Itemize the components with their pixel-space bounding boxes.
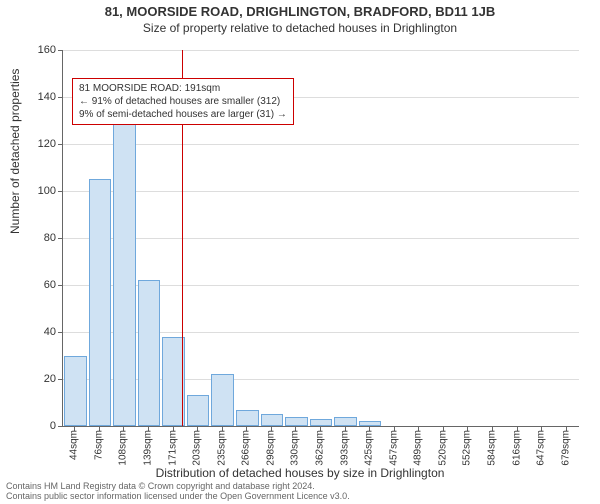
histogram-bar — [211, 374, 234, 426]
ytick-mark — [58, 191, 63, 192]
xtick-label: 679sqm — [560, 430, 571, 466]
xtick-label: 76sqm — [93, 430, 104, 460]
ytick-mark — [58, 144, 63, 145]
xtick-label: 457sqm — [388, 430, 399, 466]
ytick-label: 20 — [28, 373, 56, 385]
xtick-label: 362sqm — [315, 430, 326, 466]
histogram-bar — [310, 419, 333, 426]
xtick-label: 425sqm — [364, 430, 375, 466]
xtick-label: 552sqm — [462, 430, 473, 466]
ytick-label: 0 — [28, 420, 56, 432]
footer-line-2: Contains public sector information licen… — [6, 492, 350, 502]
xtick-label: 393sqm — [339, 430, 350, 466]
gridline — [63, 238, 579, 239]
histogram-bar — [64, 356, 87, 427]
xtick-label: 520sqm — [437, 430, 448, 466]
histogram-bar — [285, 417, 308, 426]
xtick-label: 108sqm — [118, 430, 129, 466]
page-title: 81, MOORSIDE ROAD, DRIGHLINGTON, BRADFOR… — [0, 4, 600, 19]
xtick-label: 298sqm — [265, 430, 276, 466]
histogram-bar — [113, 118, 136, 426]
xtick-label: 235sqm — [216, 430, 227, 466]
xtick-label: 489sqm — [413, 430, 424, 466]
gridline — [63, 191, 579, 192]
histogram-chart: 02040608010012014016044sqm76sqm108sqm139… — [62, 50, 578, 426]
ytick-label: 40 — [28, 326, 56, 338]
ytick-label: 120 — [28, 138, 56, 150]
annotation-line: 81 MOORSIDE ROAD: 191sqm — [79, 82, 287, 95]
page-subtitle: Size of property relative to detached ho… — [0, 21, 600, 35]
ytick-label: 100 — [28, 185, 56, 197]
y-axis-label: Number of detached properties — [8, 69, 22, 234]
xtick-label: 330sqm — [290, 430, 301, 466]
ytick-label: 60 — [28, 279, 56, 291]
ytick-mark — [58, 332, 63, 333]
histogram-bar — [138, 280, 161, 426]
ytick-label: 80 — [28, 232, 56, 244]
gridline — [63, 144, 579, 145]
ytick-mark — [58, 238, 63, 239]
footer-attribution: Contains HM Land Registry data © Crown c… — [6, 482, 350, 502]
histogram-bar — [334, 417, 357, 426]
ytick-label: 140 — [28, 91, 56, 103]
ytick-label: 160 — [28, 44, 56, 56]
ytick-mark — [58, 97, 63, 98]
xtick-label: 203sqm — [192, 430, 203, 466]
ytick-mark — [58, 285, 63, 286]
ytick-mark — [58, 426, 63, 427]
xtick-label: 44sqm — [69, 430, 80, 460]
annotation-line: 9% of semi-detached houses are larger (3… — [79, 108, 287, 121]
x-axis-label: Distribution of detached houses by size … — [0, 466, 600, 480]
ytick-mark — [58, 379, 63, 380]
xtick-label: 139sqm — [143, 430, 154, 466]
xtick-label: 616sqm — [511, 430, 522, 466]
histogram-bar — [89, 179, 112, 426]
xtick-label: 266sqm — [241, 430, 252, 466]
annotation-box: 81 MOORSIDE ROAD: 191sqm← 91% of detache… — [72, 78, 294, 125]
xtick-label: 647sqm — [536, 430, 547, 466]
xtick-label: 171sqm — [167, 430, 178, 466]
histogram-bar — [187, 395, 210, 426]
histogram-bar — [261, 414, 284, 426]
annotation-line: ← 91% of detached houses are smaller (31… — [79, 95, 287, 108]
histogram-bar — [236, 410, 259, 426]
ytick-mark — [58, 50, 63, 51]
gridline — [63, 50, 579, 51]
xtick-label: 584sqm — [487, 430, 498, 466]
